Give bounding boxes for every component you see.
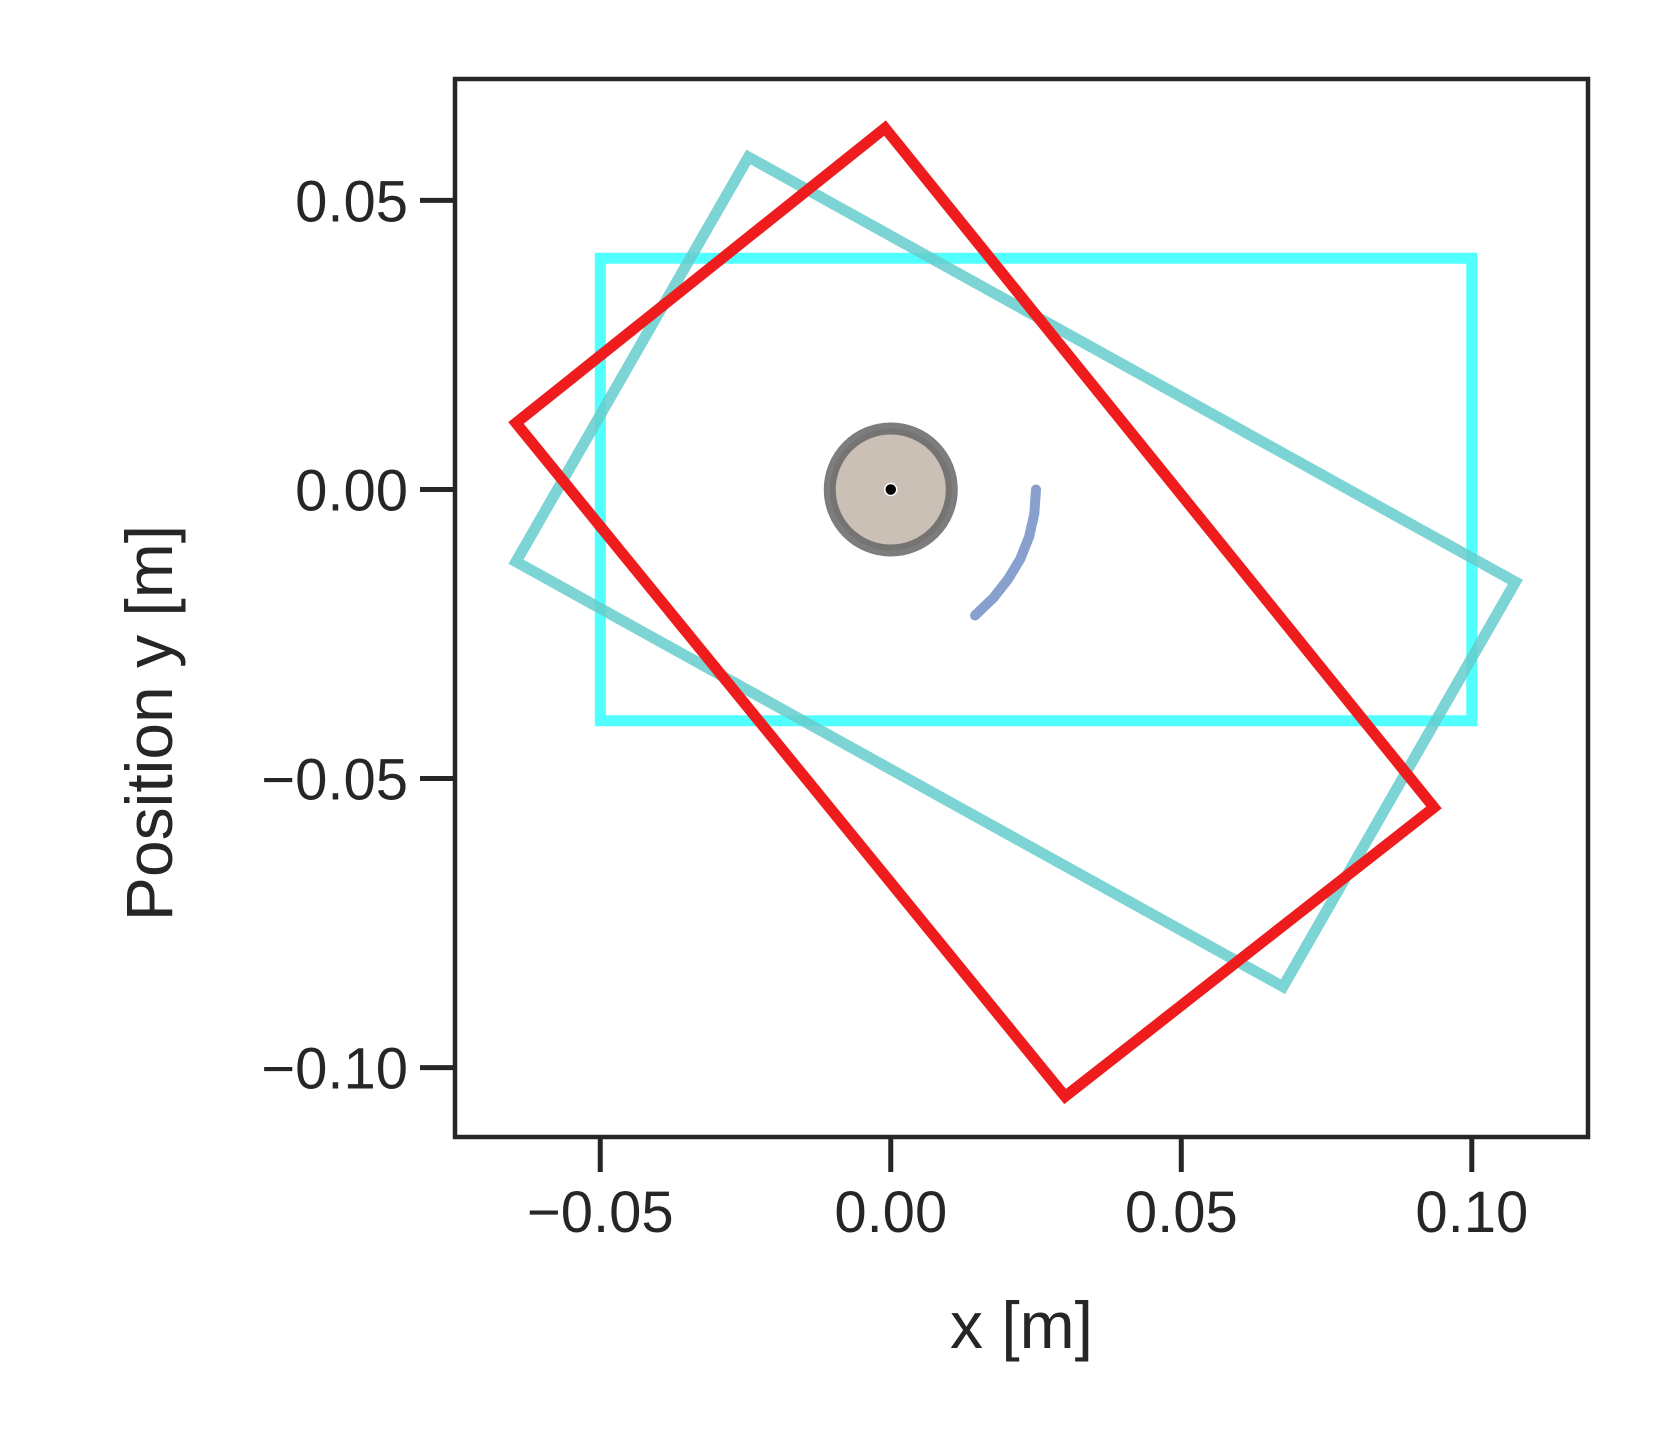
plot-area [508,120,1523,1105]
rectangle-outline-2 [508,149,1523,995]
rectangle-outline-1 [594,252,1478,727]
axes-frame [452,76,1591,1140]
y-tick-label: −0.10 [261,1037,408,1102]
y-axis-label: Position y [m] [112,525,186,921]
x-tick-label: 0.05 [1125,1180,1238,1245]
x-tick-label: −0.05 [527,1180,674,1245]
y-tick-label: −0.05 [261,748,408,813]
object-center-dot [884,482,898,497]
x-axis-label: x [m] [950,1288,1093,1362]
y-tick-label: 0.00 [295,458,408,523]
rectangle-outline-3 [508,120,1442,1105]
y-tick-label: 0.05 [295,169,408,234]
trajectory-path-4 [970,484,1041,621]
axis-ticks: −0.05 0.00 0.05 0.10 0.05 0.00 −0.05 −0.10 [261,169,1528,1245]
x-tick-label: 0.00 [834,1180,947,1245]
x-tick-label: 0.10 [1415,1180,1528,1245]
